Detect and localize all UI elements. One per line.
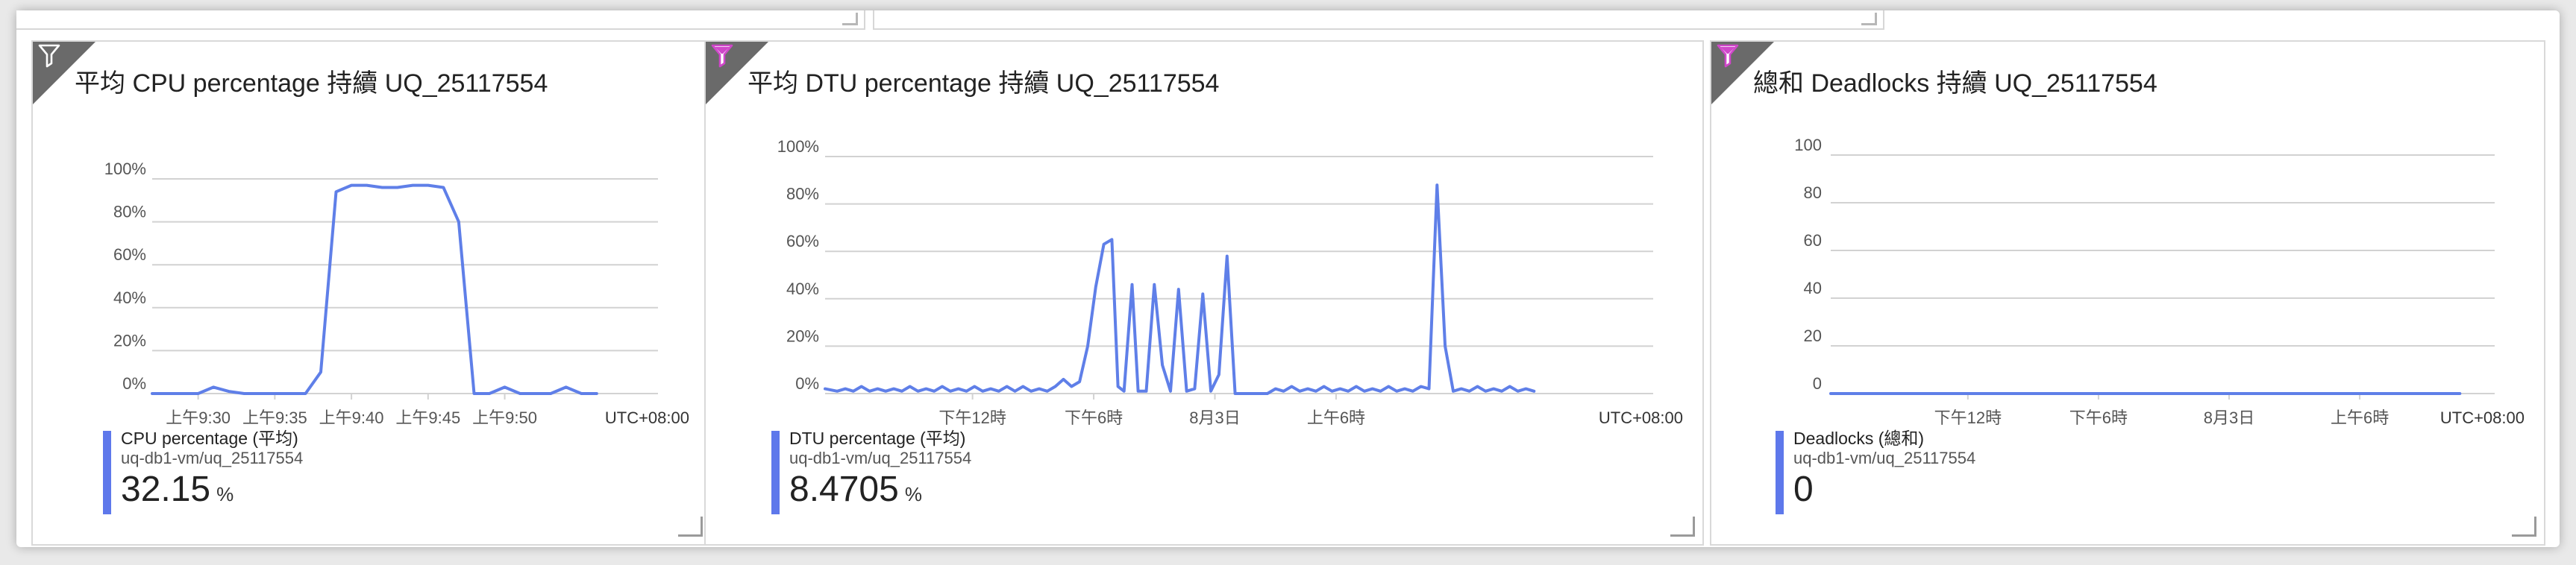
filter-icon bbox=[1717, 44, 1739, 68]
filter-icon bbox=[711, 44, 733, 68]
legend-value-number: 32.15 bbox=[121, 470, 211, 509]
timezone-label: UTC+08:00 bbox=[605, 408, 689, 427]
chart-legend[interactable]: DTU percentage (平均) uq-db1-vm/uq_2511755… bbox=[771, 428, 971, 516]
legend-metric-name: CPU percentage (平均) bbox=[121, 429, 298, 448]
y-tick-label: 40% bbox=[786, 280, 819, 298]
tile-above-left bbox=[16, 10, 865, 30]
legend-color-bar bbox=[1776, 431, 1784, 514]
legend-value: 32.15% bbox=[121, 468, 303, 516]
series-line[interactable] bbox=[824, 183, 1536, 395]
y-tick-label: 100% bbox=[777, 137, 819, 156]
filter-tab[interactable] bbox=[1711, 42, 1774, 104]
tile-title: 平均 CPU percentage 持續 UQ_25117554 bbox=[75, 69, 548, 98]
y-tick-label: 40% bbox=[113, 288, 146, 307]
y-tick-label: 40 bbox=[1804, 279, 1822, 297]
tile-title: 平均 DTU percentage 持續 UQ_25117554 bbox=[748, 69, 1220, 98]
y-tick-label: 20% bbox=[113, 331, 146, 350]
dashboard-canvas: 平均 CPU percentage 持續 UQ_25117554 0% 20% 40… bbox=[16, 10, 2560, 547]
x-tick-label: 上午6時 bbox=[2331, 408, 2389, 427]
y-tick-label: 80% bbox=[113, 203, 146, 221]
legend-value: 8.4705% bbox=[789, 468, 971, 516]
legend-color-bar bbox=[103, 431, 111, 514]
x-tick-label: 上午9:50 bbox=[472, 408, 537, 427]
filter-tab[interactable] bbox=[706, 42, 768, 104]
deadlocks-line-chart[interactable]: 0 20 40 60 80 100 下午12時 下午6時 8月3日 上午6時 UTC+08:00 bbox=[1711, 42, 2547, 547]
x-tick-label: 上午6時 bbox=[1307, 408, 1365, 427]
resize-handle-icon[interactable] bbox=[842, 13, 858, 25]
timezone-label: UTC+08:00 bbox=[1599, 408, 1683, 427]
metric-tile-dtu[interactable]: 平均 DTU percentage 持續 UQ_25117554 0% 20% 40… bbox=[704, 40, 1704, 546]
resize-handle-icon[interactable] bbox=[2512, 517, 2536, 537]
filter-icon bbox=[38, 44, 60, 68]
legend-value-number: 0 bbox=[1793, 470, 1814, 509]
legend-unit: % bbox=[216, 483, 234, 505]
metric-tile-cpu[interactable]: 平均 CPU percentage 持續 UQ_25117554 0% 20% 40… bbox=[31, 40, 712, 546]
resize-handle-icon[interactable] bbox=[1861, 13, 1877, 25]
y-tick-label: 100% bbox=[104, 160, 146, 178]
filter-tab[interactable] bbox=[33, 42, 95, 104]
x-tick-label: 下午12時 bbox=[1934, 408, 2002, 427]
y-tick-label: 80% bbox=[786, 185, 819, 203]
legend-value-number: 8.4705 bbox=[789, 470, 899, 509]
y-tick-label: 60% bbox=[786, 232, 819, 250]
timezone-label: UTC+08:00 bbox=[2440, 408, 2525, 427]
resize-handle-icon[interactable] bbox=[678, 517, 703, 537]
y-tick-label: 60% bbox=[113, 245, 146, 264]
x-tick-label: 下午6時 bbox=[1065, 408, 1123, 427]
legend-value: 0 bbox=[1793, 468, 1975, 516]
x-tick-label: 8月3日 bbox=[2204, 408, 2254, 427]
x-tick-label: 上午9:45 bbox=[395, 408, 460, 427]
legend-metric-name: DTU percentage (平均) bbox=[789, 429, 966, 448]
resize-handle-icon[interactable] bbox=[1670, 517, 1695, 537]
x-tick-label: 下午12時 bbox=[938, 408, 1006, 427]
x-tick-label: 下午6時 bbox=[2069, 408, 2128, 427]
x-tick-label: 8月3日 bbox=[1189, 408, 1240, 427]
y-tick-label: 100 bbox=[1794, 136, 1822, 154]
x-tick-label: 上午9:35 bbox=[242, 408, 307, 427]
series-line[interactable] bbox=[151, 183, 598, 395]
y-tick-label: 20% bbox=[786, 326, 819, 345]
y-tick-label: 60 bbox=[1804, 231, 1822, 250]
y-tick-label: 0 bbox=[1813, 374, 1822, 393]
tile-title: 總和 Deadlocks 持續 UQ_25117554 bbox=[1753, 69, 2157, 98]
dtu-line-chart[interactable]: 0% 20% 40% 60% 80% 100% 下午12時 下午6時 8月3日 上午6時 UTC+0… bbox=[706, 42, 1705, 547]
legend-unit: % bbox=[904, 483, 922, 505]
y-tick-label: 0% bbox=[122, 374, 146, 393]
x-tick-label: 上午9:40 bbox=[319, 408, 384, 427]
tile-above-right bbox=[873, 10, 1884, 30]
y-tick-label: 20 bbox=[1804, 326, 1822, 345]
metric-tile-deadlocks[interactable]: 總和 Deadlocks 持續 UQ_25117554 0 20 40 60 80 100… bbox=[1710, 40, 2545, 546]
x-tick-label: 上午9:30 bbox=[166, 408, 231, 427]
y-tick-label: 0% bbox=[795, 374, 819, 393]
legend-metric-name: Deadlocks (總和) bbox=[1793, 429, 1925, 448]
chart-legend[interactable]: Deadlocks (總和) uq-db1-vm/uq_25117554 0 bbox=[1776, 428, 1975, 516]
legend-resource: uq-db1-vm/uq_25117554 bbox=[121, 449, 304, 467]
chart-legend[interactable]: CPU percentage (平均) uq-db1-vm/uq_2511755… bbox=[103, 428, 303, 516]
y-tick-label: 80 bbox=[1804, 183, 1822, 202]
legend-resource: uq-db1-vm/uq_25117554 bbox=[1793, 449, 1976, 467]
cpu-line-chart[interactable]: 0% 20% 40% 60% 80% 100% 上午9:30 上午9:35 上午9:40 上午9:… bbox=[33, 42, 713, 547]
legend-resource: uq-db1-vm/uq_25117554 bbox=[789, 449, 972, 467]
legend-color-bar bbox=[771, 431, 780, 514]
